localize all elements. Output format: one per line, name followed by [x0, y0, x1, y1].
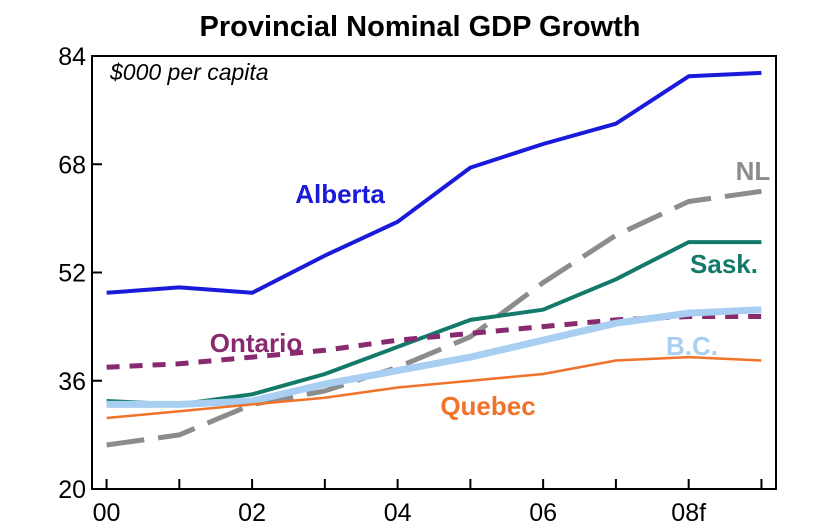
x-tick-label: 02 [238, 499, 266, 526]
series-label: Ontario [210, 328, 302, 358]
series-label: NL [736, 156, 771, 186]
axis-ticks: 20 36 52 68 84 00 02 04 06 08f [58, 43, 763, 526]
series-line-quebec [106, 355, 762, 420]
x-tick-label: 00 [93, 499, 121, 526]
x-tick-label: 06 [529, 499, 557, 526]
y-tick-label: 52 [58, 260, 86, 288]
series-label: B.C. [666, 331, 718, 361]
series-label: Alberta [295, 179, 385, 209]
series-line-nl [106, 188, 762, 448]
series-label: Quebec [440, 391, 535, 421]
y-tick-label: 84 [58, 43, 86, 71]
x-tick-label: 04 [384, 499, 412, 526]
series-group [106, 70, 762, 448]
chart-title: Provincial Nominal GDP Growth [200, 11, 641, 43]
series-line-ontario [106, 314, 762, 370]
chart-subtitle: $000 per capita [109, 59, 269, 85]
y-tick-label: 68 [58, 151, 86, 179]
series-labels: Alberta NL Sask. Ontario B.C. Quebec [210, 156, 771, 421]
y-tick-label: 36 [58, 368, 86, 396]
series-label: Sask. [690, 249, 758, 279]
y-tick-label: 20 [58, 476, 86, 504]
series-line-bc [106, 306, 762, 408]
series-line-alberta [106, 70, 762, 295]
plot-area [91, 55, 777, 490]
x-tick-label: 08f [671, 499, 706, 526]
